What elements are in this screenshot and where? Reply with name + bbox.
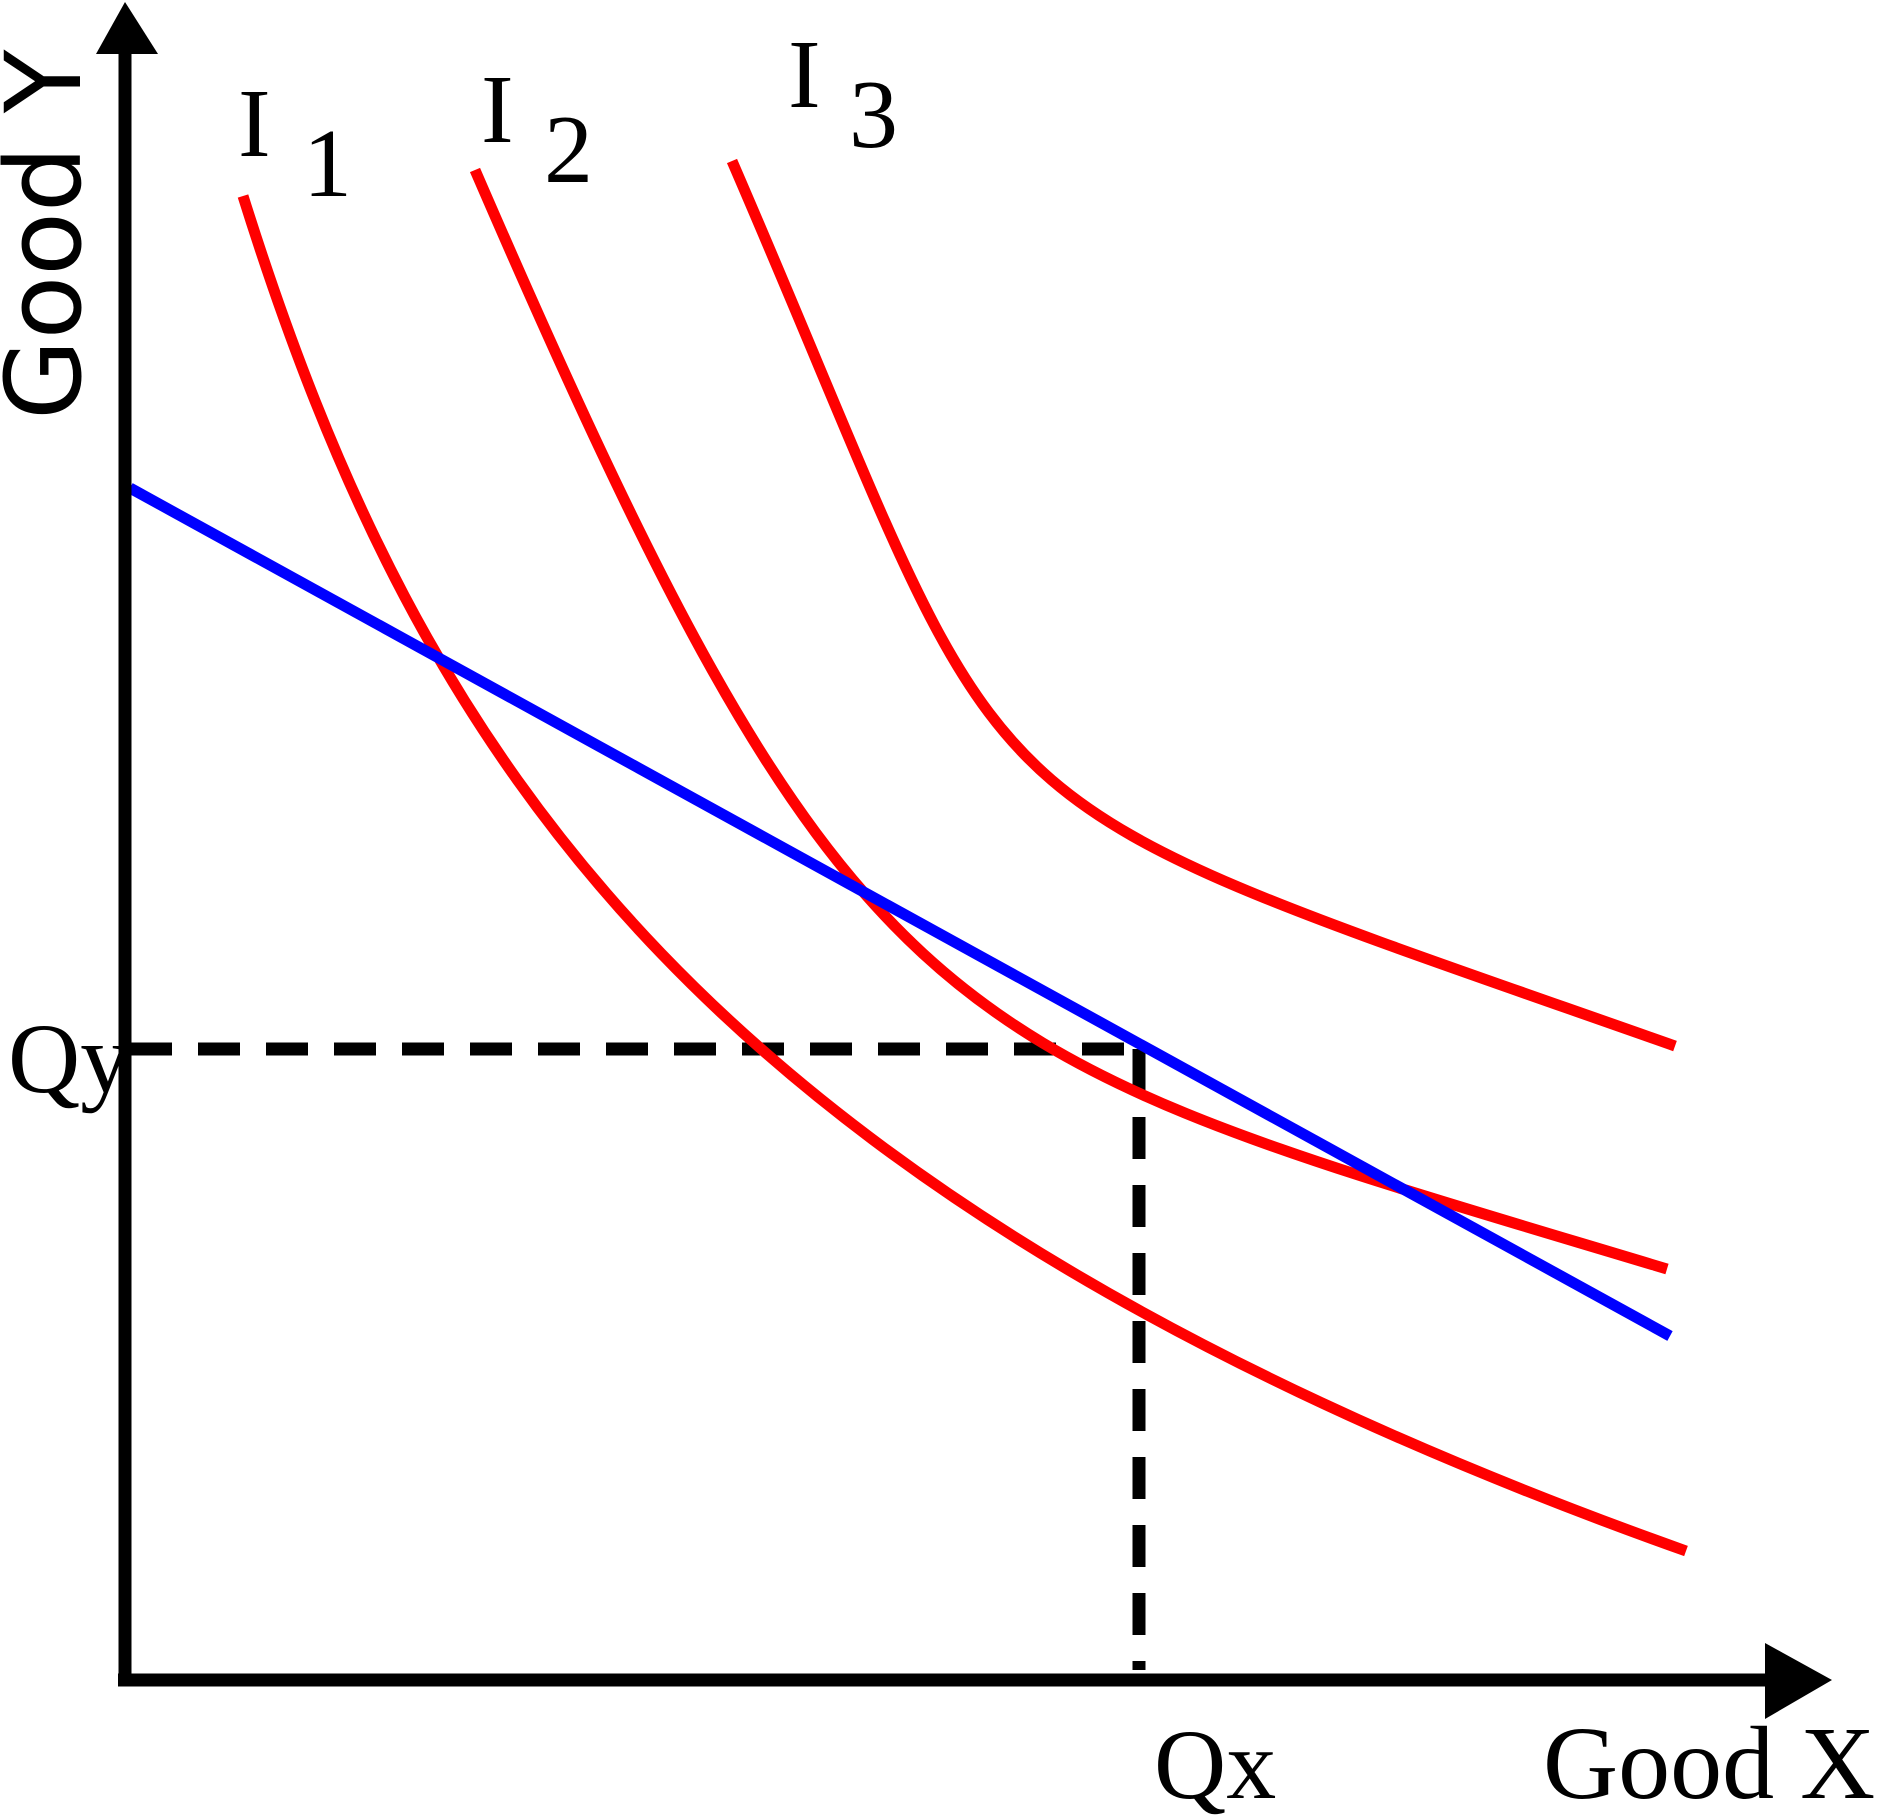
curve-label-i1: I 1	[238, 70, 352, 218]
y-axis-title: Good Y	[0, 49, 105, 420]
curve-label-i1-subscript: 1	[303, 110, 352, 218]
budget-line	[127, 483, 1673, 1341]
curve-label-i3-subscript: 3	[849, 61, 898, 169]
curve-label-i3-letter: I	[788, 21, 821, 129]
y-axis-arrowhead	[96, 2, 158, 54]
indifference-curve-i2	[469, 167, 1669, 1275]
x-axis-arrowhead	[1765, 1643, 1832, 1719]
indifference-curve-i3	[726, 158, 1677, 1052]
qx-label: Qx	[1154, 1709, 1276, 1815]
curve-label-i2-letter: I	[481, 56, 514, 164]
curve-label-i2-subscript: 2	[544, 96, 593, 204]
indifference-curve-i1	[237, 194, 1688, 1557]
curve-label-i1-letter: I	[238, 70, 271, 178]
qy-label: Qy	[8, 1003, 130, 1114]
x-axis-title: Good X	[1543, 1706, 1875, 1815]
curve-label-i3: I 3	[788, 21, 898, 169]
curve-label-i2: I 2	[481, 56, 593, 204]
